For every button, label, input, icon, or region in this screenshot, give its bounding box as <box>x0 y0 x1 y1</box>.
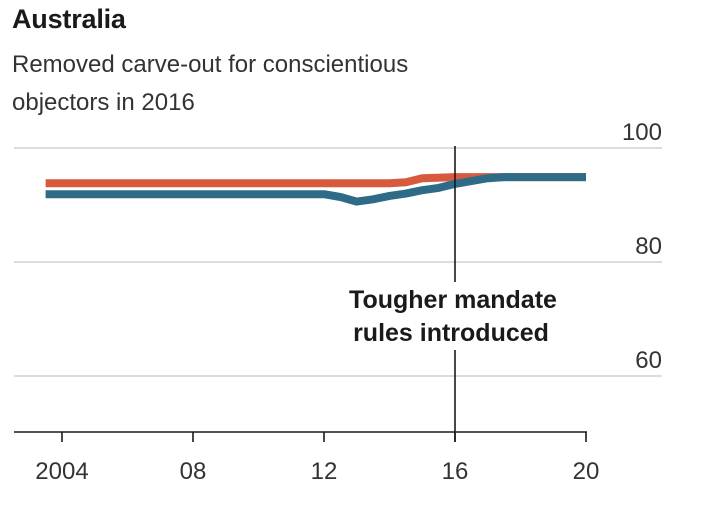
x-tick-label-2004: 2004 <box>35 458 88 485</box>
x-tick-label-2020: 20 <box>573 458 600 485</box>
chart-title: Australia <box>12 4 126 34</box>
y-tick-label-80: 80 <box>635 233 662 260</box>
annotation-label-line-1: Tougher mandate <box>349 286 557 314</box>
y-tick-label-60: 60 <box>635 347 662 374</box>
x-tick-label-2012: 12 <box>311 458 338 485</box>
x-tick-label-2008: 08 <box>180 458 207 485</box>
x-tick-label-2016: 16 <box>442 458 469 485</box>
y-tick-label-100: 100 <box>622 119 662 146</box>
annotation-label-line-2: rules introduced <box>353 319 549 347</box>
series-line-1 <box>45 173 586 206</box>
chart-subtitle: Removed carve-out for conscientious obje… <box>12 51 409 116</box>
